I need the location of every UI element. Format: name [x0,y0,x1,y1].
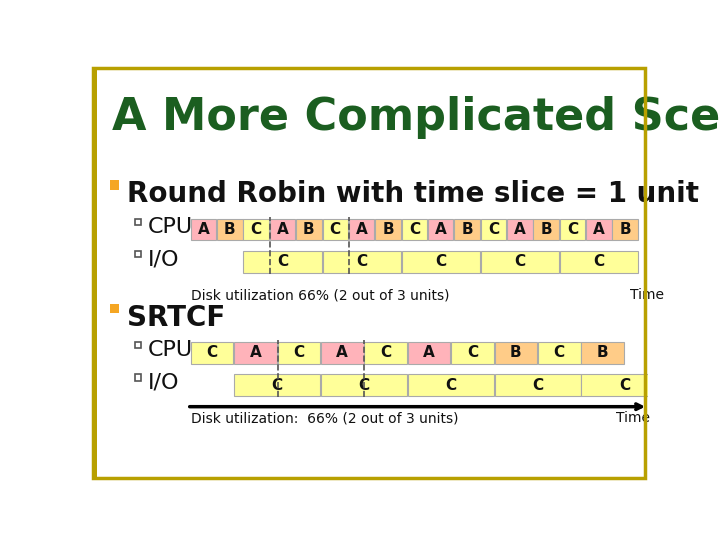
Text: C: C [532,377,543,393]
Text: A: A [423,345,435,360]
FancyBboxPatch shape [559,251,638,273]
FancyBboxPatch shape [191,219,216,240]
Text: I/O: I/O [148,249,179,269]
Text: B: B [510,345,522,360]
FancyBboxPatch shape [234,374,320,396]
Text: A: A [250,345,261,360]
FancyBboxPatch shape [408,342,451,363]
Text: C: C [409,222,420,237]
Text: A: A [198,222,210,237]
FancyBboxPatch shape [454,219,480,240]
Text: C: C [207,345,217,360]
Text: Round Robin with time slice = 1 unit: Round Robin with time slice = 1 unit [127,180,699,208]
Text: C: C [593,254,604,269]
FancyBboxPatch shape [534,219,559,240]
Text: C: C [356,254,367,269]
Text: B: B [540,222,552,237]
Text: C: C [554,345,564,360]
FancyBboxPatch shape [581,374,667,396]
Text: C: C [435,254,446,269]
Text: B: B [224,222,235,237]
Bar [135,251,141,257]
FancyBboxPatch shape [559,219,585,240]
FancyBboxPatch shape [408,374,494,396]
FancyBboxPatch shape [323,251,401,273]
Text: B: B [619,222,631,237]
Text: A: A [435,222,446,237]
Text: C: C [514,254,526,269]
Text: B: B [597,345,608,360]
FancyBboxPatch shape [243,251,322,273]
Text: CPU: CPU [148,217,193,237]
FancyBboxPatch shape [507,219,533,240]
Text: A: A [336,345,348,360]
Text: C: C [271,377,283,393]
Text: C: C [618,377,630,393]
FancyBboxPatch shape [277,342,320,363]
Text: C: C [467,345,478,360]
Bar [110,303,120,313]
Text: A: A [593,222,605,237]
Bar [93,68,97,477]
FancyBboxPatch shape [217,219,243,240]
FancyBboxPatch shape [323,219,348,240]
FancyBboxPatch shape [495,374,580,396]
FancyBboxPatch shape [270,219,295,240]
FancyBboxPatch shape [234,342,276,363]
FancyBboxPatch shape [481,219,506,240]
FancyBboxPatch shape [191,342,233,363]
FancyBboxPatch shape [375,219,401,240]
FancyBboxPatch shape [586,219,611,240]
Text: CPU: CPU [148,340,193,361]
Text: A: A [514,222,526,237]
Text: C: C [567,222,578,237]
FancyBboxPatch shape [581,342,624,363]
Text: A More Complicated Scenario: A More Complicated Scenario [112,96,720,139]
Text: C: C [251,222,262,237]
FancyBboxPatch shape [402,219,427,240]
FancyBboxPatch shape [612,219,638,240]
FancyBboxPatch shape [538,342,580,363]
FancyBboxPatch shape [349,219,374,240]
FancyBboxPatch shape [428,219,454,240]
Text: A: A [356,222,367,237]
Text: C: C [359,377,369,393]
FancyBboxPatch shape [243,219,269,240]
Bar [135,342,141,348]
Text: C: C [380,345,391,360]
Text: Time: Time [629,288,664,302]
Text: C: C [445,377,456,393]
Text: I/O: I/O [148,373,179,393]
Text: C: C [488,222,499,237]
Text: C: C [330,222,341,237]
FancyBboxPatch shape [321,374,407,396]
Bar [135,374,141,381]
FancyBboxPatch shape [402,251,480,273]
Text: C: C [293,345,305,360]
Text: C: C [277,254,288,269]
Text: B: B [462,222,473,237]
Text: Time: Time [616,411,649,426]
Text: A: A [276,222,289,237]
Text: Disk utilization:  66% (2 out of 3 units): Disk utilization: 66% (2 out of 3 units) [191,411,458,426]
Text: B: B [382,222,394,237]
FancyBboxPatch shape [481,251,559,273]
FancyBboxPatch shape [364,342,407,363]
Bar [110,180,120,190]
Bar [135,219,141,225]
Text: B: B [303,222,315,237]
FancyBboxPatch shape [495,342,537,363]
Text: Disk utilization 66% (2 out of 3 units): Disk utilization 66% (2 out of 3 units) [191,288,449,302]
FancyBboxPatch shape [451,342,494,363]
FancyBboxPatch shape [296,219,322,240]
FancyBboxPatch shape [321,342,364,363]
Text: SRTCF: SRTCF [127,303,225,332]
